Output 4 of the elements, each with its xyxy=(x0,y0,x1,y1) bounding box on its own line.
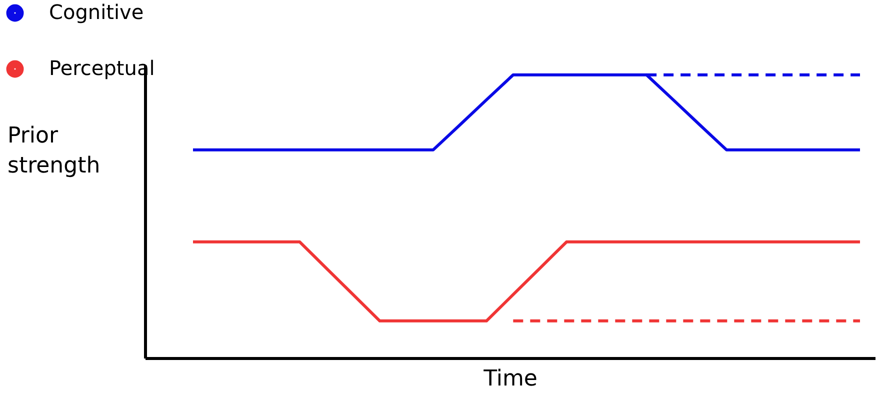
legend-label: Perceptual xyxy=(49,56,155,80)
y-axis-title: Prior strength xyxy=(8,124,100,178)
x-axis-title: Time xyxy=(482,366,538,392)
legend-label: Cognitive xyxy=(49,0,144,24)
